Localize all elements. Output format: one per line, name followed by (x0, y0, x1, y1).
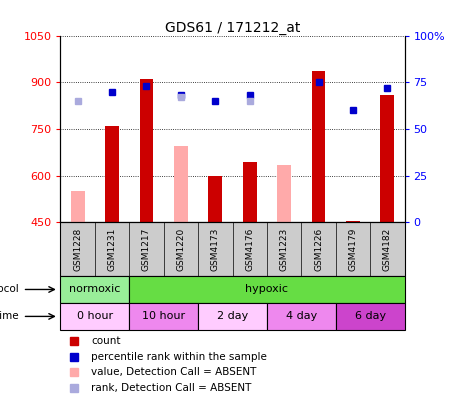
Text: 10 hour: 10 hour (142, 311, 185, 322)
Text: GSM4176: GSM4176 (245, 227, 254, 271)
Bar (277, 165, 291, 222)
Text: 4 day: 4 day (286, 311, 317, 322)
Bar (140, 79, 153, 222)
Text: GSM1231: GSM1231 (107, 227, 117, 271)
FancyBboxPatch shape (60, 303, 129, 330)
Text: GSM4179: GSM4179 (348, 227, 358, 271)
FancyBboxPatch shape (60, 222, 405, 276)
FancyBboxPatch shape (267, 303, 336, 330)
Text: normoxic: normoxic (69, 284, 120, 295)
Bar (174, 146, 188, 222)
Text: GSM4182: GSM4182 (383, 227, 392, 271)
Text: percentile rank within the sample: percentile rank within the sample (92, 352, 267, 362)
Text: protocol: protocol (0, 284, 19, 295)
Text: GSM4173: GSM4173 (211, 227, 220, 271)
Bar (380, 95, 394, 222)
Text: hypoxic: hypoxic (246, 284, 288, 295)
FancyBboxPatch shape (198, 303, 267, 330)
Bar (208, 175, 222, 222)
Text: GSM1228: GSM1228 (73, 227, 82, 271)
Text: count: count (92, 336, 121, 346)
Text: 6 day: 6 day (355, 311, 385, 322)
FancyBboxPatch shape (129, 303, 198, 330)
Text: GSM1226: GSM1226 (314, 227, 323, 271)
Bar (312, 71, 326, 222)
Text: GSM1217: GSM1217 (142, 227, 151, 271)
Bar (243, 162, 257, 222)
Text: GSM1223: GSM1223 (279, 227, 289, 271)
Text: GSM1220: GSM1220 (176, 227, 186, 271)
Text: rank, Detection Call = ABSENT: rank, Detection Call = ABSENT (92, 383, 252, 393)
Text: 2 day: 2 day (217, 311, 248, 322)
Bar (71, 191, 85, 222)
Title: GDS61 / 171212_at: GDS61 / 171212_at (165, 21, 300, 34)
Text: time: time (0, 311, 19, 322)
Text: value, Detection Call = ABSENT: value, Detection Call = ABSENT (92, 367, 257, 377)
Text: 0 hour: 0 hour (77, 311, 113, 322)
Bar (346, 221, 360, 222)
Bar (105, 126, 119, 222)
FancyBboxPatch shape (60, 276, 129, 303)
FancyBboxPatch shape (129, 276, 405, 303)
FancyBboxPatch shape (336, 303, 405, 330)
